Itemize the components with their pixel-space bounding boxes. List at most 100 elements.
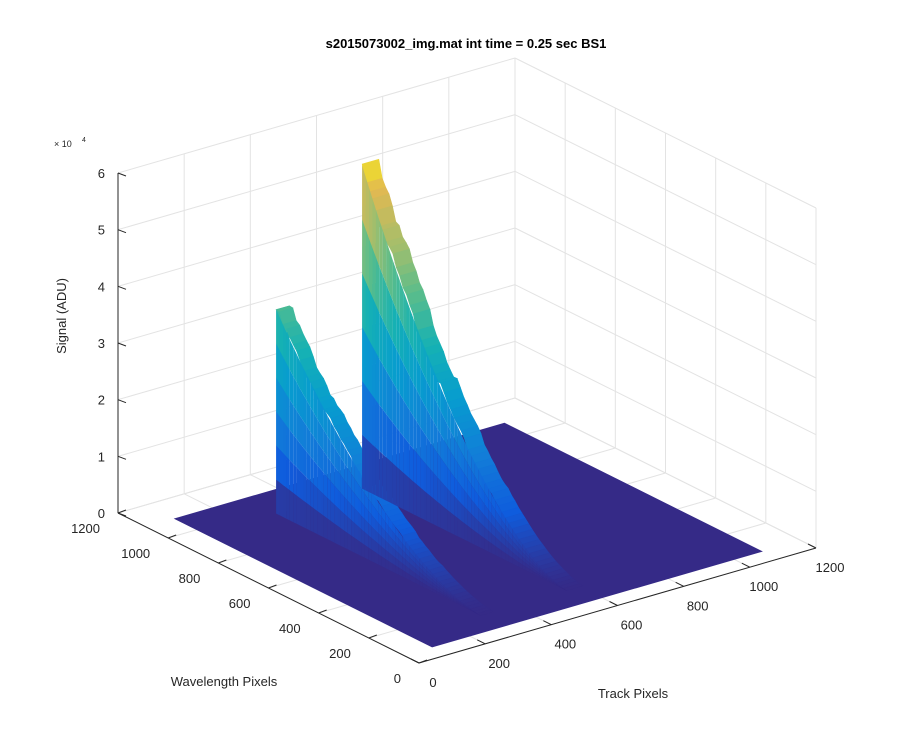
ridge-side-face — [432, 585, 437, 591]
ridge-side-face — [443, 590, 447, 596]
ridge-side-face — [396, 466, 400, 508]
x-tick-label: 800 — [687, 598, 709, 613]
ridge-side-face — [457, 463, 461, 486]
ridge-side-face — [409, 342, 414, 384]
ridge-side-face — [375, 508, 379, 524]
ridge-side-face — [463, 604, 467, 608]
ridge-side-face — [323, 494, 328, 519]
ridge-side-face — [330, 461, 335, 486]
ridge-side-face — [456, 602, 461, 606]
ridge-side-face — [347, 533, 352, 551]
ridge-side-face — [409, 557, 413, 566]
ridge-side-face — [453, 598, 457, 602]
ridge-side-face — [529, 553, 533, 561]
ridge-side-face — [354, 464, 358, 484]
ridge-side-face — [450, 411, 455, 439]
ridge-side-face — [344, 496, 348, 517]
ridge-side-face — [344, 513, 348, 534]
ridge-side-face — [375, 400, 380, 451]
ridge-side-face — [296, 410, 300, 444]
ridge-side-face — [406, 405, 410, 445]
ridge-side-face — [317, 487, 321, 514]
ridge-side-face — [461, 468, 465, 491]
ridge-side-face — [432, 582, 437, 589]
ridge-side-face — [334, 427, 338, 453]
ridge-side-face — [381, 527, 386, 541]
ridge-side-face — [498, 506, 502, 520]
ridge-side-face — [426, 581, 430, 587]
ridge-side-face — [529, 568, 533, 574]
ridge-side-face — [347, 516, 352, 536]
ridge-side-face — [536, 573, 540, 577]
ridge-side-face — [470, 609, 474, 612]
ridge-side-face — [529, 556, 533, 563]
ridge-side-face — [443, 588, 447, 594]
z-tick-label: 5 — [98, 223, 105, 238]
z-axis-label: Signal (ADU) — [54, 278, 69, 354]
ridge-side-face — [518, 548, 523, 557]
ridge-side-face — [289, 430, 294, 464]
ridge-side-face — [402, 563, 406, 572]
ridge-side-face — [289, 399, 294, 435]
ridge-side-face — [429, 570, 433, 578]
ridge-side-face — [354, 523, 358, 541]
ridge-side-face — [358, 512, 362, 530]
ridge-side-face — [423, 344, 427, 382]
ridge-side-face — [375, 256, 380, 313]
ridge-side-face — [385, 549, 389, 561]
ridge-side-face — [546, 575, 550, 580]
ridge-side-face — [515, 554, 519, 563]
ridge-side-face — [323, 515, 328, 540]
ridge-side-face — [330, 501, 335, 524]
ridge-side-face — [467, 607, 471, 610]
peak-ridge-2 — [361, 158, 584, 591]
ridge-side-face — [392, 463, 397, 506]
ridge-side-face — [289, 460, 294, 493]
ridge-side-face — [467, 448, 472, 470]
grid-line — [514, 284, 817, 436]
ridge-side-face — [556, 584, 560, 587]
ridge-side-face — [422, 566, 427, 574]
ridge-side-face — [464, 473, 468, 495]
ridge-side-face — [303, 421, 307, 452]
ridge-side-face — [471, 499, 475, 518]
y-tick-label: 1000 — [121, 546, 150, 561]
ridge-side-face — [522, 556, 526, 563]
ridge-side-face — [320, 513, 324, 538]
ridge-side-face — [296, 467, 300, 499]
ridge-side-face — [369, 289, 373, 347]
ridge-side-face — [447, 445, 451, 472]
ridge-side-face — [369, 238, 373, 297]
ridge-side-face — [446, 595, 450, 599]
ridge-side-face — [536, 561, 540, 568]
ridge-side-face — [444, 417, 448, 446]
ridge-side-face — [505, 517, 509, 530]
ridge-side-face — [317, 395, 321, 425]
ridge-side-face — [420, 396, 424, 433]
y-tick-mark — [268, 584, 277, 589]
ridge-side-face — [501, 535, 506, 546]
ridge-side-face — [405, 541, 410, 552]
ridge-side-face — [430, 389, 434, 422]
ridge-side-face — [419, 571, 423, 579]
ridge-side-face — [484, 493, 489, 510]
ridge-side-face — [385, 540, 389, 553]
ridge-side-face — [375, 209, 380, 266]
ridge-side-face — [461, 451, 465, 474]
ridge-side-face — [399, 469, 404, 510]
ridge-side-face — [372, 198, 376, 257]
ridge-side-face — [337, 452, 341, 476]
ridge-side-face — [467, 606, 471, 610]
ridge-side-face — [340, 528, 345, 548]
ridge-side-face — [344, 463, 348, 485]
ridge-side-face — [375, 540, 379, 555]
ridge-side-face — [362, 165, 366, 229]
ridge-side-face — [406, 369, 410, 411]
ridge-side-face — [444, 462, 448, 489]
ridge-side-face — [300, 361, 304, 395]
ridge-side-face — [358, 483, 362, 503]
ridge-side-face — [389, 334, 393, 383]
ridge-side-face — [402, 549, 406, 560]
ridge-side-face — [398, 531, 403, 544]
ridge-side-face — [388, 534, 392, 547]
